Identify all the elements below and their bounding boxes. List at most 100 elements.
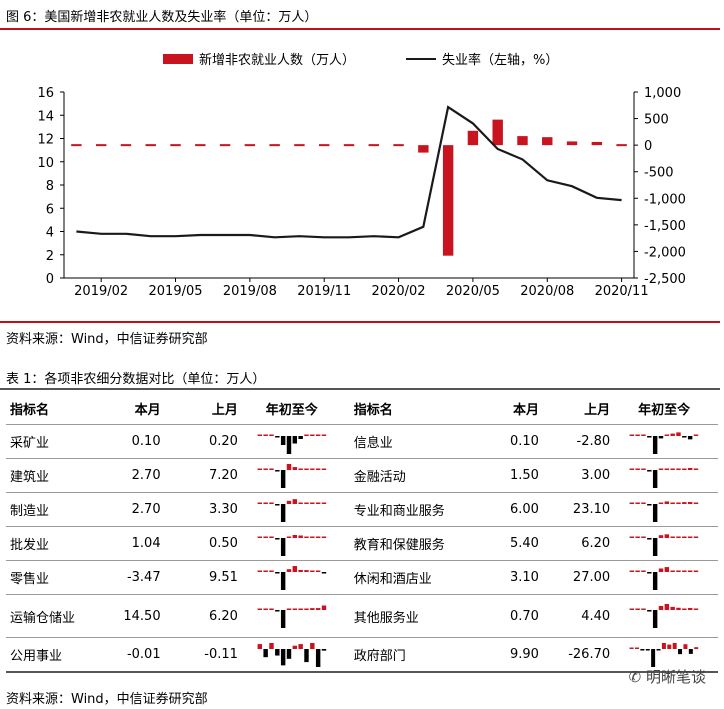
row-ytd [237,594,346,638]
row-previous-2: -2.80 [538,424,611,459]
spark-bar [693,536,699,538]
spark-bar [321,434,326,436]
row-ytd-2 [610,560,718,595]
spark-bar [658,435,664,438]
spark-bar [682,536,687,538]
row-current-2: 0.10 [486,424,539,459]
row-previous: 3.30 [160,492,238,527]
row-name: 制造业 [6,492,98,527]
spark-bar [280,435,286,445]
right-tick-label: 500 [644,113,669,128]
spark-bar [652,537,658,556]
watermark: ✆ 明晰笔谈 [628,668,706,686]
spark-bar [321,468,326,470]
row-previous: 0.50 [160,526,238,561]
spark-bar [298,569,303,572]
spark-bar [676,468,681,470]
spark-bar [257,468,262,470]
nonfarm-bar [566,141,578,146]
spark-bar [309,468,315,470]
spark-bar [298,535,303,538]
left-tick-label: 14 [37,109,54,124]
nonfarm-bar [517,136,528,146]
left-tick-label: 8 [46,179,54,194]
spark-bar [286,568,291,572]
left-tick-label: 16 [37,86,54,101]
spark-bar [640,648,645,650]
row-name-2: 信息业 [345,424,487,459]
header-previous: 上月 [211,402,238,418]
ytd-sparkline-2 [629,604,699,628]
header-current: 本月 [134,402,161,418]
unemployment-line [76,105,622,239]
legend-bar-label: 新增非农就业人数（万人） [199,52,355,68]
spark-bar [257,536,262,538]
row-current: 2.70 [97,458,161,493]
figure-title: 图 6：美国新增非农就业人数及失业率（单位：万人） [6,10,318,25]
spark-bar [286,648,291,659]
spark-bar [315,434,321,436]
legend-line-label: 失业率（左轴，%） [442,52,558,68]
spark-bar [286,608,291,610]
spark-bar [687,608,693,610]
spark-bar [687,467,693,470]
spark-bar [298,643,303,649]
table-title: 表 1：各项非农细分数据对比（单位：万人） [6,372,266,387]
spark-bar [304,608,309,610]
ytd-sparkline [257,605,326,628]
spark-bar [693,468,699,470]
nonfarm-bar [368,144,379,147]
spark-bar [309,608,315,610]
row-ytd-2 [610,637,718,673]
spark-bar [269,570,274,572]
spark-bar [652,469,658,488]
spark-bar [321,536,326,538]
row-previous: 7.20 [160,458,238,493]
spark-bar [292,498,297,504]
spark-bar [309,570,315,572]
x-tick-label: 2020/02 [372,284,426,299]
spark-bar [652,571,658,590]
spark-bar [670,468,675,470]
row-name: 建筑业 [6,458,98,493]
right-tick-label: 1,000 [644,86,681,101]
spark-bar [309,536,315,538]
row-current-2: 9.90 [486,637,539,673]
spark-bar [652,435,658,454]
left-tick-label: 4 [46,226,54,241]
row-previous-2: 27.00 [538,560,611,595]
nonfarm-bar [219,144,231,147]
spark-bar [286,500,291,504]
row-previous-2: -26.70 [538,637,611,673]
row-current: 0.10 [97,424,161,459]
spark-bar [647,537,652,539]
spark-bar [298,435,303,439]
spark-bar [682,570,687,572]
row-previous: 0.20 [160,424,238,459]
ytd-sparkline-2 [629,500,699,522]
spark-bar [658,605,664,610]
spark-bar [670,570,675,572]
spark-bar [658,502,664,504]
nonfarm-breakdown-table: 指标名 本月 上月 年初至今 指标名 本月 上月 年初至今 采矿业 0.10 0.2… [6,392,718,673]
x-tick-label: 2019/02 [74,284,128,299]
spark-bar [664,604,670,610]
spark-bar [274,435,280,437]
spark-bar [263,502,268,504]
spark-bar [635,434,640,436]
spark-bar [629,570,635,572]
nonfarm-bar [492,119,503,146]
row-name-2: 专业和商业服务 [345,492,487,527]
row-ytd-2 [610,526,718,561]
row-current: -3.47 [97,560,161,595]
x-tick-label: 2020/08 [520,284,574,299]
row-name-2: 休闲和酒店业 [345,560,487,595]
spark-bar [269,434,274,436]
spark-bar [263,648,268,657]
nonfarm-bar [244,144,256,147]
nonfarm-bar [71,144,82,147]
spark-bar [263,570,268,572]
spark-bar [292,534,297,538]
row-current: 14.50 [97,594,161,638]
spark-bar [651,648,656,667]
